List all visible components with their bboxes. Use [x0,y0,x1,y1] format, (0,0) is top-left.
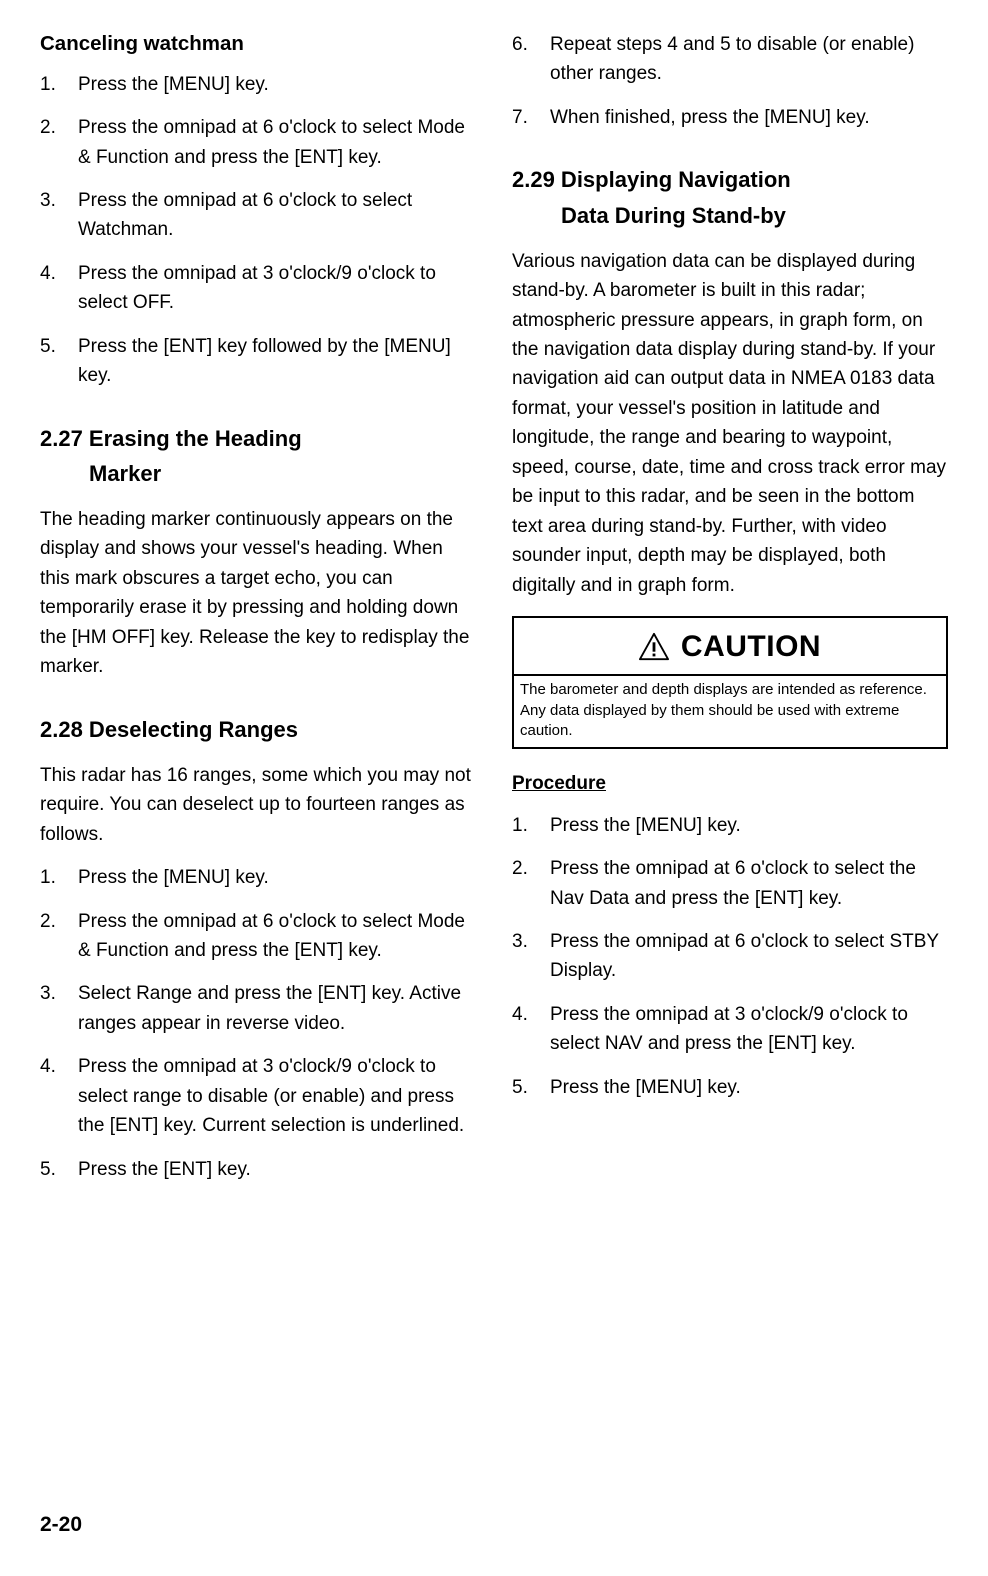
list-item: Press the omnipad at 6 o'clock to select… [40,113,476,172]
caution-box: CAUTION The barometer and depth displays… [512,616,948,749]
list-item: Press the omnipad at 3 o'clock/9 o'clock… [40,259,476,318]
warning-triangle-icon [639,632,669,662]
list-item: Press the [MENU] key. [512,811,948,840]
section-2-27-heading: 2.27 Erasing the Heading Marker [40,421,476,491]
left-column: Canceling watchman Press the [MENU] key.… [40,30,476,1198]
list-item: Press the omnipad at 3 o'clock/9 o'clock… [512,1000,948,1059]
heading-text-cont: Data During Stand-by [512,198,948,233]
section-2-28-steps-continued: Repeat steps 4 and 5 to disable (or enab… [512,30,948,132]
caution-header: CAUTION [514,618,946,677]
page-number: 2-20 [40,1509,82,1542]
list-item: Press the [MENU] key. [40,70,476,99]
procedure-steps: Press the [MENU] key. Press the omnipad … [512,811,948,1103]
canceling-watchman-heading: Canceling watchman [40,30,476,58]
list-item: Repeat steps 4 and 5 to disable (or enab… [512,30,948,89]
heading-text: 2.28 Deselecting Ranges [40,717,298,742]
list-item: Press the [MENU] key. [40,863,476,892]
list-item: Press the [MENU] key. [512,1073,948,1102]
section-2-28-steps: Press the [MENU] key. Press the omnipad … [40,863,476,1184]
list-item: Press the omnipad at 6 o'clock to select… [512,854,948,913]
section-2-27-paragraph: The heading marker continuously appears … [40,505,476,682]
two-column-layout: Canceling watchman Press the [MENU] key.… [40,30,948,1198]
list-item: Press the omnipad at 6 o'clock to select… [512,927,948,986]
heading-text: 2.27 Erasing the Heading [40,426,302,451]
section-2-29-heading: 2.29 Displaying Navigation Data During S… [512,162,948,232]
section-2-29-paragraph: Various navigation data can be displayed… [512,247,948,600]
heading-text: 2.29 Displaying Navigation [512,167,791,192]
list-item: Press the omnipad at 6 o'clock to select… [40,186,476,245]
section-2-28-heading: 2.28 Deselecting Ranges [40,712,476,747]
section-2-28-paragraph: This radar has 16 ranges, some which you… [40,761,476,849]
list-item: Press the [ENT] key followed by the [MEN… [40,332,476,391]
list-item: Press the [ENT] key. [40,1155,476,1184]
caution-body-text: The barometer and depth displays are int… [514,676,946,747]
list-item: Press the omnipad at 3 o'clock/9 o'clock… [40,1052,476,1140]
heading-text-cont: Marker [40,456,476,491]
list-item: Press the omnipad at 6 o'clock to select… [40,907,476,966]
list-item: When finished, press the [MENU] key. [512,103,948,132]
right-column: Repeat steps 4 and 5 to disable (or enab… [512,30,948,1198]
list-item: Select Range and press the [ENT] key. Ac… [40,979,476,1038]
procedure-label: Procedure [512,769,948,798]
caution-title: CAUTION [681,624,821,671]
canceling-watchman-steps: Press the [MENU] key. Press the omnipad … [40,70,476,391]
